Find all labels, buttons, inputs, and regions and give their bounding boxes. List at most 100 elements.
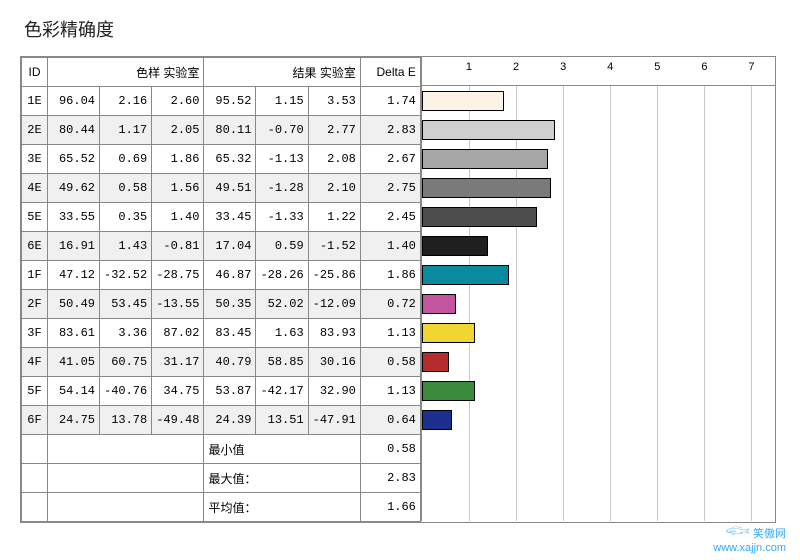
cell-result: 2.08 xyxy=(308,145,360,174)
cell-sample: 0.35 xyxy=(100,203,152,232)
cell-result: 24.39 xyxy=(204,406,256,435)
bar-row xyxy=(422,410,775,430)
cell-sample: 1.40 xyxy=(152,203,204,232)
cell-delta: 1.74 xyxy=(360,87,420,116)
cell-delta: 2.75 xyxy=(360,174,420,203)
cell-sample: 47.12 xyxy=(48,261,100,290)
table-row: 4F 41.05 60.75 31.17 40.79 58.85 30.160.… xyxy=(22,348,421,377)
table-row: 2F 50.49 53.45-13.55 50.35 52.02-12.090.… xyxy=(22,290,421,319)
cell-sample: 0.58 xyxy=(100,174,152,203)
delta-bar xyxy=(422,120,555,140)
cell-result: -1.52 xyxy=(308,232,360,261)
cell-result: -1.33 xyxy=(256,203,308,232)
cell-id: 2E xyxy=(22,116,48,145)
cell-result: 2.77 xyxy=(308,116,360,145)
cell-delta: 1.40 xyxy=(360,232,420,261)
delta-bar xyxy=(422,410,452,430)
cell-result: -28.26 xyxy=(256,261,308,290)
summary-row: 最小值0.58 xyxy=(22,435,421,464)
cell-result: 53.87 xyxy=(204,377,256,406)
cell-sample: -13.55 xyxy=(152,290,204,319)
cell-delta: 2.83 xyxy=(360,116,420,145)
cell-result: -42.17 xyxy=(256,377,308,406)
summary-row: 最大值：2.83 xyxy=(22,464,421,493)
axis-tick: 6 xyxy=(701,61,707,73)
cell-result: 46.87 xyxy=(204,261,256,290)
cell-result: 52.02 xyxy=(256,290,308,319)
cell-delta: 2.67 xyxy=(360,145,420,174)
cell-delta: 1.13 xyxy=(360,377,420,406)
bar-row xyxy=(422,120,775,140)
fish-icon: 𓆟 xyxy=(725,521,750,541)
table-row: 1F 47.12-32.52-28.75 46.87-28.26-25.861.… xyxy=(22,261,421,290)
watermark-site: 笑傲网 xyxy=(753,528,786,540)
cell-id: 3E xyxy=(22,145,48,174)
bar-row xyxy=(422,207,775,227)
cell-sample: 65.52 xyxy=(48,145,100,174)
cell-sample: 13.78 xyxy=(100,406,152,435)
cell-sample: 2.05 xyxy=(152,116,204,145)
cell-sample: 0.69 xyxy=(100,145,152,174)
delta-bar xyxy=(422,294,456,314)
bar-row xyxy=(422,149,775,169)
cell-result: -1.28 xyxy=(256,174,308,203)
delta-bar xyxy=(422,207,537,227)
cell-delta: 0.64 xyxy=(360,406,420,435)
cell-result: 2.10 xyxy=(308,174,360,203)
table-row: 5F 54.14-40.76 34.75 53.87-42.17 32.901.… xyxy=(22,377,421,406)
cell-id: 4E xyxy=(22,174,48,203)
cell-sample: 16.91 xyxy=(48,232,100,261)
color-accuracy-table: ID 色样 实验室 结果 实验室 Delta E 1E 96.04 2.16 2… xyxy=(20,56,776,523)
bar-row xyxy=(422,381,775,401)
cell-result: 95.52 xyxy=(204,87,256,116)
cell-id: 4F xyxy=(22,348,48,377)
cell-sample: -49.48 xyxy=(152,406,204,435)
cell-result: 50.35 xyxy=(204,290,256,319)
cell-sample: 31.17 xyxy=(152,348,204,377)
summary-label: 最小值 xyxy=(204,435,360,464)
cell-sample: -32.52 xyxy=(100,261,152,290)
cell-sample: 3.36 xyxy=(100,319,152,348)
cell-result: 1.22 xyxy=(308,203,360,232)
cell-sample: 96.04 xyxy=(48,87,100,116)
cell-sample: 24.75 xyxy=(48,406,100,435)
table-row: 4E 49.62 0.58 1.56 49.51-1.28 2.102.75 xyxy=(22,174,421,203)
table-row: 3E 65.52 0.69 1.86 65.32-1.13 2.082.67 xyxy=(22,145,421,174)
watermark: 𓆟 笑傲网 www.xajjn.com xyxy=(713,522,786,554)
cell-sample: 80.44 xyxy=(48,116,100,145)
cell-sample: 87.02 xyxy=(152,319,204,348)
bar-row xyxy=(422,323,775,343)
cell-result: 3.53 xyxy=(308,87,360,116)
axis-tick: 3 xyxy=(560,61,566,73)
cell-id: 3F xyxy=(22,319,48,348)
cell-delta: 1.13 xyxy=(360,319,420,348)
watermark-url: www.xajjn.com xyxy=(713,542,786,554)
cell-result: 83.45 xyxy=(204,319,256,348)
data-table: ID 色样 实验室 结果 实验室 Delta E 1E 96.04 2.16 2… xyxy=(21,57,421,522)
cell-result: 65.32 xyxy=(204,145,256,174)
cell-result: 40.79 xyxy=(204,348,256,377)
cell-sample: 49.62 xyxy=(48,174,100,203)
axis-tick: 5 xyxy=(654,61,660,73)
header-row: ID 色样 实验室 结果 实验室 Delta E xyxy=(22,58,421,87)
summary-value: 0.58 xyxy=(360,435,420,464)
cell-result: 1.15 xyxy=(256,87,308,116)
table-row: 1E 96.04 2.16 2.60 95.52 1.15 3.531.74 xyxy=(22,87,421,116)
cell-result: 80.11 xyxy=(204,116,256,145)
table-row: 2E 80.44 1.17 2.05 80.11-0.70 2.772.83 xyxy=(22,116,421,145)
cell-result: -1.13 xyxy=(256,145,308,174)
header-sample: 色样 实验室 xyxy=(48,58,204,87)
delta-bar xyxy=(422,91,504,111)
header-result: 结果 实验室 xyxy=(204,58,360,87)
cell-result: 49.51 xyxy=(204,174,256,203)
table-row: 6E 16.91 1.43-0.81 17.04 0.59-1.521.40 xyxy=(22,232,421,261)
cell-sample: 53.45 xyxy=(100,290,152,319)
cell-id: 5F xyxy=(22,377,48,406)
cell-sample: 34.75 xyxy=(152,377,204,406)
delta-bar xyxy=(422,323,475,343)
cell-id: 6F xyxy=(22,406,48,435)
cell-delta: 0.58 xyxy=(360,348,420,377)
cell-sample: -0.81 xyxy=(152,232,204,261)
delta-bar xyxy=(422,178,551,198)
delta-bar xyxy=(422,149,548,169)
